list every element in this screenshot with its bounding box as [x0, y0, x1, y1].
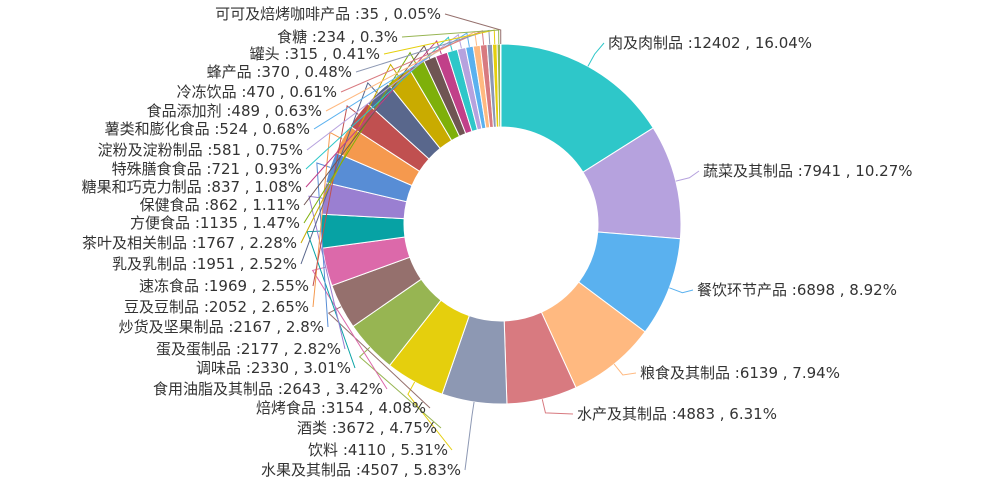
slice-label-21: 特殊膳食食品 :721 , 0.93%	[112, 160, 302, 178]
slice-label-1: 肉及肉制品 :12402 , 16.04%	[608, 34, 812, 52]
label-line-5	[541, 399, 574, 415]
label-line-1	[587, 42, 605, 67]
label-line-21	[305, 36, 453, 170]
label-line-13	[316, 162, 331, 328]
label-line-17	[300, 63, 399, 244]
slice-label-13: 炒货及坚果制品 :2167 , 2.8%	[119, 318, 324, 336]
slice-label-19: 保健食品 :862 , 1.11%	[140, 196, 300, 214]
slice-label-20: 糖果和巧克力制品 :837 , 1.08%	[82, 178, 302, 196]
slice-label-17: 茶叶及相关制品 :1767 , 2.28%	[82, 234, 297, 252]
slice-label-2: 蔬菜及其制品 :7941 , 10.27%	[703, 162, 913, 180]
label-line-2	[675, 170, 700, 182]
slice-label-4: 粮食及其制品 :6139 , 7.94%	[640, 364, 840, 382]
label-line-23	[313, 32, 470, 130]
label-line-3	[669, 287, 694, 294]
slice-label-25: 冷冻饮品 :470 , 0.61%	[177, 83, 337, 101]
label-line-18	[303, 51, 418, 224]
slice-label-16: 乳及乳制品 :1951 , 2.52%	[112, 255, 297, 273]
slice-label-7: 饮料 :4110 , 5.31%	[308, 441, 448, 459]
slice-label-27: 罐头 :315 , 0.41%	[250, 45, 380, 63]
slice-label-15: 速冻食品 :1969 , 2.55%	[139, 277, 309, 295]
label-line-7	[407, 381, 453, 451]
slices-group	[320, 43, 682, 405]
label-line-22	[306, 33, 462, 151]
label-line-16	[300, 82, 378, 265]
slice-label-29: 可可及焙烤咖啡产品 :35 , 0.05%	[215, 5, 441, 23]
label-line-6	[464, 401, 475, 471]
slice-1[interactable]	[500, 43, 654, 173]
slice-label-10: 食用油脂及其制品 :2643 , 3.42%	[153, 380, 383, 398]
slice-label-18: 方便食品 :1135 , 1.47%	[130, 214, 300, 232]
label-line-8	[358, 346, 442, 429]
labels-group: 肉及肉制品 :12402 , 16.04% 蔬菜及其制品 :7941 , 10.2…	[82, 5, 913, 479]
slice-label-26: 蜂产品 :370 , 0.48%	[207, 63, 352, 81]
label-line-28	[401, 29, 500, 45]
label-lines-group	[300, 13, 700, 471]
label-line-29	[444, 13, 502, 45]
slice-label-28: 食糖 :234 , 0.3%	[277, 28, 398, 46]
label-line-15	[312, 104, 359, 287]
slice-label-12: 蛋及蛋制品 :2177 , 2.82%	[156, 340, 341, 358]
slice-label-23: 薯类和膨化食品 :524 , 0.68%	[105, 120, 310, 138]
slice-label-3: 餐饮环节产品 :6898 , 8.92%	[697, 281, 897, 299]
label-line-4	[613, 363, 637, 376]
slice-label-11: 调味品 :2330 , 3.01%	[196, 359, 351, 377]
slice-29[interactable]	[499, 43, 502, 128]
slice-label-6: 水果及其制品 :4507 , 5.83%	[261, 461, 461, 479]
slice-label-9: 焙烤食品 :3154 , 4.08%	[256, 399, 426, 417]
label-line-10	[311, 266, 388, 390]
slice-label-14: 豆及豆制品 :2052 , 2.65%	[124, 298, 309, 316]
slice-label-24: 食品添加剂 :489 , 0.63%	[147, 102, 322, 120]
slice-label-8: 酒类 :3672 , 4.75%	[297, 419, 437, 437]
slice-label-5: 水产及其制品 :4883 , 6.31%	[577, 405, 777, 423]
label-line-12	[308, 195, 346, 350]
slice-label-22: 淀粉及淀粉制品 :581 , 0.75%	[98, 141, 303, 159]
